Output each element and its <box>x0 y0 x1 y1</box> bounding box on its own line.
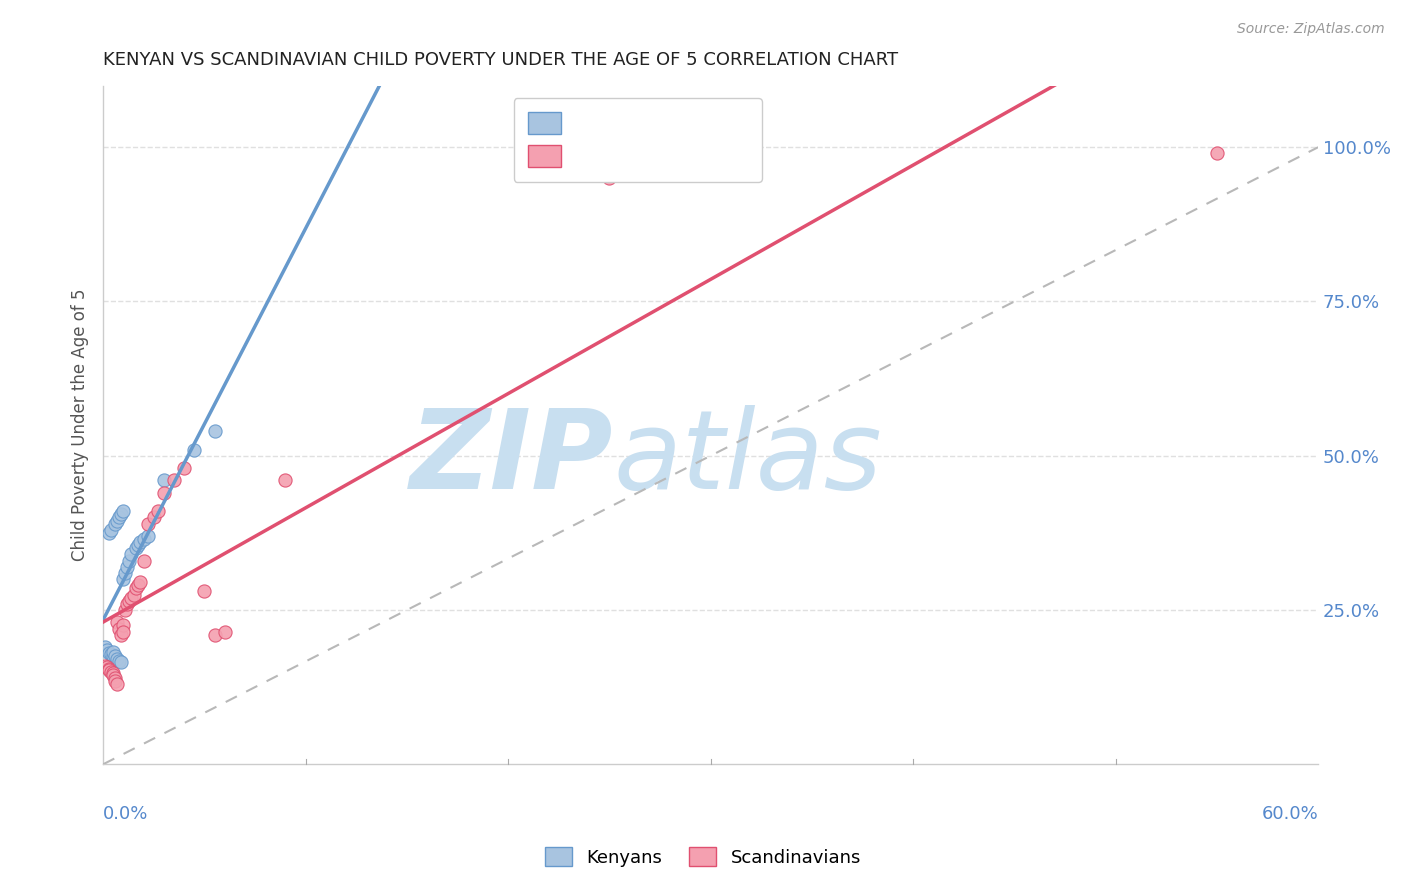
Legend:                               ,                               : , <box>513 98 762 182</box>
Point <box>173 461 195 475</box>
Point <box>104 649 127 664</box>
Point <box>118 554 141 568</box>
Point <box>121 548 143 562</box>
Point <box>127 578 149 592</box>
Point <box>214 624 236 639</box>
Point <box>100 523 122 537</box>
Point <box>127 538 149 552</box>
Point <box>103 665 125 680</box>
Point <box>114 566 136 580</box>
Text: Source: ZipAtlas.com: Source: ZipAtlas.com <box>1237 22 1385 37</box>
Point <box>94 658 117 673</box>
Point <box>163 474 186 488</box>
Text: KENYAN VS SCANDINAVIAN CHILD POVERTY UNDER THE AGE OF 5 CORRELATION CHART: KENYAN VS SCANDINAVIAN CHILD POVERTY UND… <box>103 51 898 69</box>
Point <box>108 654 131 668</box>
Point <box>98 664 121 678</box>
Point <box>104 671 127 685</box>
Point <box>136 516 159 531</box>
Point <box>110 508 132 522</box>
Text: 60.0%: 60.0% <box>1261 805 1319 823</box>
Point <box>112 624 135 639</box>
Point <box>105 514 128 528</box>
Point <box>98 662 121 676</box>
Point <box>132 554 155 568</box>
Point <box>112 572 135 586</box>
Point <box>1205 146 1227 161</box>
Y-axis label: Child Poverty Under the Age of 5: Child Poverty Under the Age of 5 <box>72 289 89 561</box>
Point <box>183 442 205 457</box>
Point <box>94 640 117 654</box>
Point <box>104 516 127 531</box>
Point <box>598 171 620 186</box>
Point <box>108 510 131 524</box>
Text: ZIP: ZIP <box>411 405 613 512</box>
Point <box>96 660 118 674</box>
Point <box>108 622 131 636</box>
Text: atlas: atlas <box>613 405 882 512</box>
Point <box>204 628 226 642</box>
Point <box>105 615 128 630</box>
Text: R =  0.187   N = 30: R = 0.187 N = 30 <box>538 107 745 127</box>
Point <box>105 652 128 666</box>
Point <box>121 591 143 605</box>
Point <box>128 535 150 549</box>
Point <box>104 673 127 688</box>
Point <box>96 643 118 657</box>
Point <box>122 588 145 602</box>
Point <box>103 667 125 681</box>
Point <box>699 140 721 154</box>
Point <box>103 645 125 659</box>
Point <box>112 618 135 632</box>
Point <box>204 424 226 438</box>
Point <box>124 541 146 556</box>
Point <box>136 529 159 543</box>
Point <box>193 584 215 599</box>
Point <box>103 649 125 664</box>
Point <box>98 525 121 540</box>
Point <box>142 510 165 524</box>
Point <box>118 593 141 607</box>
Point <box>153 474 176 488</box>
Point <box>124 582 146 596</box>
Point <box>153 485 176 500</box>
Point <box>274 474 297 488</box>
Point <box>112 504 135 518</box>
Point <box>117 559 139 574</box>
Text: R = 0.680   N = 37: R = 0.680 N = 37 <box>538 141 738 161</box>
Point <box>117 597 139 611</box>
Point <box>132 532 155 546</box>
Point <box>110 628 132 642</box>
Point <box>114 603 136 617</box>
Point <box>100 665 122 679</box>
Point <box>105 677 128 691</box>
Point <box>146 504 169 518</box>
Point <box>128 575 150 590</box>
Point <box>110 656 132 670</box>
Legend: Kenyans, Scandinavians: Kenyans, Scandinavians <box>537 840 869 874</box>
Text: 0.0%: 0.0% <box>103 805 149 823</box>
Point <box>98 646 121 660</box>
Point <box>100 648 122 662</box>
